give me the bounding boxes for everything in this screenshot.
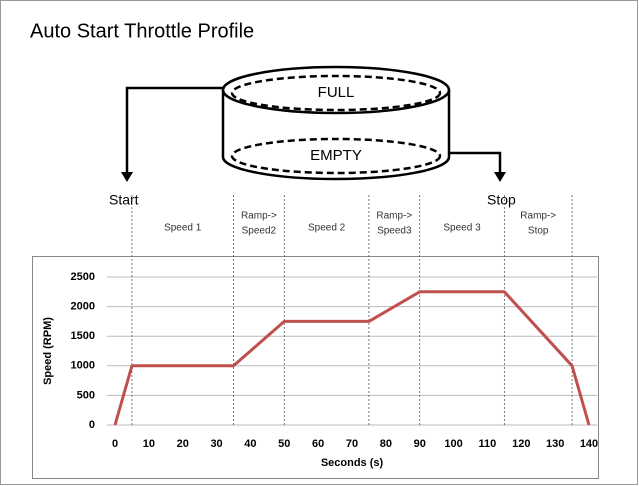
x-tick-label: 100 [444,438,462,450]
screenshot: Auto Start Throttle Profile FULL EMPTY S… [0,0,639,486]
x-tick-label: 60 [312,438,324,450]
x-tick-label: 10 [143,438,155,450]
x-tick-label: 30 [210,438,222,450]
x-tick-label: 20 [177,438,189,450]
x-tick-label: 0 [112,438,118,450]
phase-label: Speed 1 [164,223,202,234]
phase-label: Ramp-> [520,211,556,222]
y-tick-label: 0 [89,419,95,431]
y-tick-label: 2000 [71,301,95,313]
x-axis-title: Seconds (s) [321,457,384,469]
x-tick-label: 80 [380,438,392,450]
phase-label: Stop [528,226,549,237]
y-tick-label: 1500 [71,330,95,342]
stop-label: Stop [487,192,516,208]
phase-label: Speed2 [242,226,277,237]
start-label: Start [109,192,139,208]
x-tick-label: 90 [414,438,426,450]
y-tick-label: 1000 [71,360,95,372]
y-tick-label: 2500 [71,271,95,283]
title: Auto Start Throttle Profile [30,20,254,42]
x-tick-label: 50 [278,438,290,450]
phase-label: Speed 3 [443,223,481,234]
x-tick-label: 110 [479,438,497,450]
y-tick-label: 500 [77,389,95,401]
x-tick-label: 130 [546,438,564,450]
full-label: FULL [318,84,355,101]
phase-label: Ramp-> [241,211,277,222]
y-axis-title: Speed (RPM) [42,317,54,385]
x-tick-label: 120 [512,438,530,450]
phase-label: Speed3 [377,226,412,237]
x-tick-label: 140 [580,438,598,450]
x-tick-label: 70 [346,438,358,450]
phase-label: Ramp-> [376,211,412,222]
empty-label: EMPTY [310,147,362,164]
phase-label: Speed 2 [308,223,346,234]
x-tick-label: 40 [244,438,256,450]
